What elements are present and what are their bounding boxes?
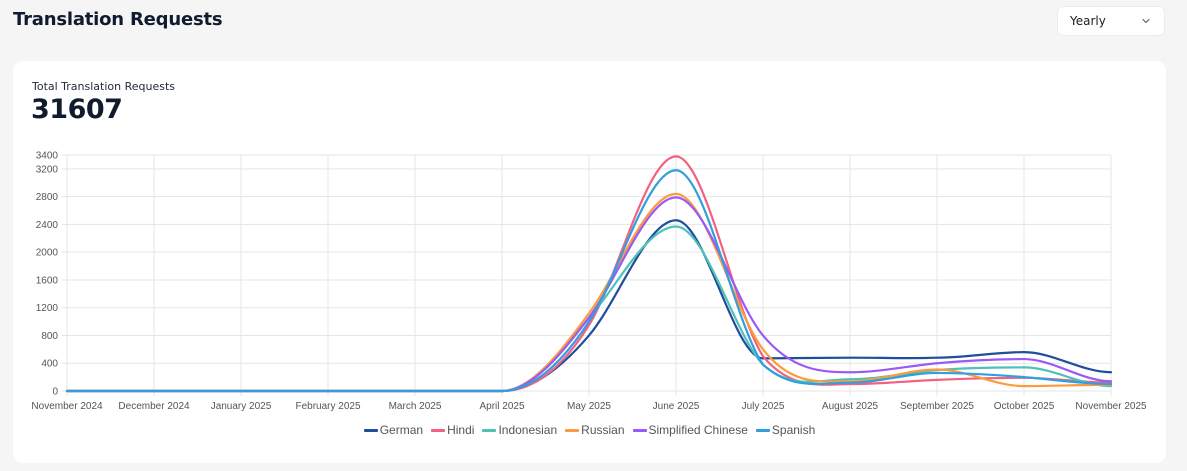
period-select[interactable]: Yearly: [1057, 6, 1165, 36]
x-tick-label: March 2025: [389, 401, 442, 412]
legend-label: Russian: [581, 423, 625, 437]
x-tick-label: June 2025: [653, 401, 700, 412]
period-select-value: Yearly: [1070, 14, 1106, 28]
x-tick-label: February 2025: [295, 401, 360, 412]
y-tick-label: 3400: [36, 151, 59, 162]
legend-item-spanish[interactable]: Spanish: [755, 423, 816, 437]
y-tick-label: 1600: [36, 275, 59, 286]
x-tick-label: April 2025: [479, 401, 524, 412]
chart-card: Total Translation Requests 31607 0 400 800…: [13, 61, 1166, 463]
line-chart[interactable]: 0 400 800 1200 1600 2000 2400 2800 3200 3400 Novem…: [13, 61, 1166, 421]
x-tick-label: August 2025: [822, 401, 879, 412]
y-tick-label: 2000: [36, 248, 59, 259]
x-tick-label: November 2024: [31, 401, 103, 412]
legend-swatch-icon: [565, 428, 580, 432]
y-tick-label: 400: [41, 359, 58, 370]
x-tick-label: May 2025: [567, 401, 611, 412]
legend-label: Spanish: [771, 423, 816, 437]
y-tick-label: 0: [52, 387, 58, 398]
legend-swatch-icon: [482, 428, 497, 432]
legend-item-indonesian[interactable]: Indonesian: [482, 423, 557, 437]
y-tick-label: 2800: [36, 192, 59, 203]
page-title: Translation Requests: [13, 9, 223, 30]
legend-swatch-icon: [755, 428, 770, 432]
legend-item-hindi[interactable]: Hindi: [431, 423, 474, 437]
kpi-label: Total Translation Requests: [32, 80, 176, 93]
x-tick-label: December 2024: [118, 401, 190, 412]
x-tick-label: November 2025: [1075, 401, 1147, 412]
legend-item-simplified-chinese[interactable]: Simplified Chinese: [632, 423, 748, 437]
x-tick-label: October 2025: [994, 401, 1055, 412]
legend-label: German: [379, 423, 424, 437]
chevron-down-icon: [1142, 18, 1150, 24]
series-line-spanish[interactable]: [65, 169, 1113, 393]
y-tick-label: 800: [41, 331, 58, 342]
x-tick-label: July 2025: [742, 401, 785, 412]
legend-label: Indonesian: [498, 423, 558, 437]
legend-label: Simplified Chinese: [648, 423, 748, 437]
legend-item-german[interactable]: German: [363, 423, 424, 437]
legend-swatch-icon: [431, 428, 446, 432]
legend-swatch-icon: [363, 428, 378, 432]
y-tick-label: 2400: [36, 220, 59, 231]
x-tick-label: January 2025: [211, 401, 272, 412]
kpi-value: 31607: [31, 94, 123, 125]
legend-item-russian[interactable]: Russian: [565, 423, 625, 437]
y-tick-label: 3200: [36, 164, 59, 175]
legend-swatch-icon: [632, 428, 647, 432]
y-tick-label: 1200: [36, 303, 59, 314]
x-tick-label: September 2025: [900, 401, 974, 412]
chart-legend: German Hindi Indonesian Russian Simplified C…: [13, 423, 1166, 437]
legend-label: Hindi: [447, 423, 475, 437]
